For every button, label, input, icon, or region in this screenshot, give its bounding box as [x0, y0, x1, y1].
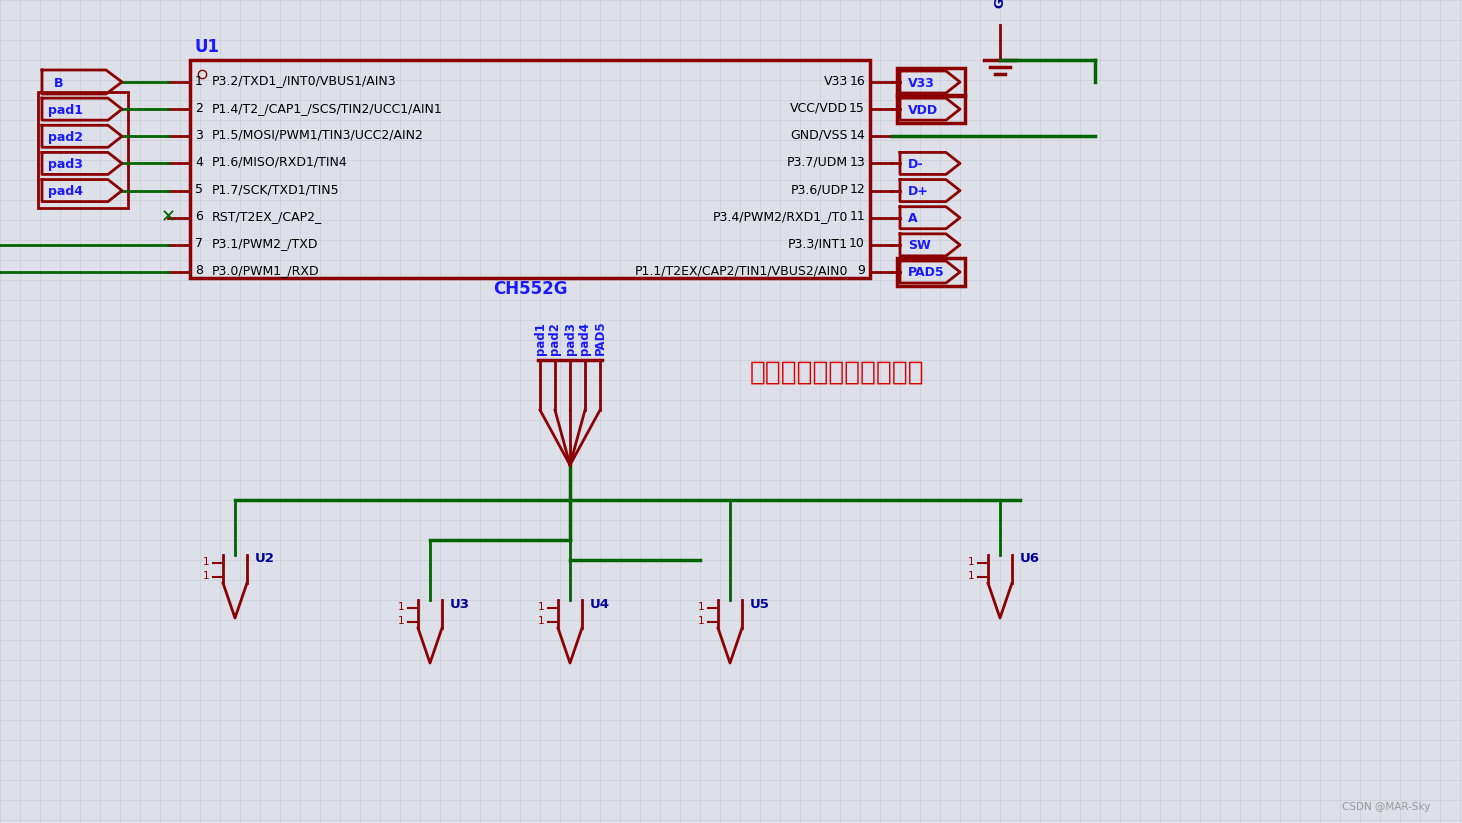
Text: 16: 16 [849, 75, 866, 87]
Text: U5: U5 [750, 597, 770, 611]
Text: 1: 1 [968, 571, 974, 581]
Text: VCC/VDD: VCC/VDD [789, 102, 848, 114]
Text: P3.7/UDM: P3.7/UDM [787, 156, 848, 169]
Text: 1: 1 [538, 616, 544, 626]
Text: 11: 11 [849, 210, 866, 223]
Bar [898, 68, 965, 96]
Text: 1: 1 [194, 75, 203, 87]
Text: 1: 1 [538, 602, 544, 612]
Text: P3.0/PWM1_/RXD: P3.0/PWM1_/RXD [212, 264, 320, 277]
Text: 9: 9 [857, 264, 866, 277]
Text: 10: 10 [849, 237, 866, 250]
Text: 5: 5 [194, 183, 203, 196]
Text: P3.4/PWM2/RXD1_/T0: P3.4/PWM2/RXD1_/T0 [712, 210, 848, 223]
Text: A: A [908, 212, 918, 226]
Text: pad3: pad3 [563, 322, 576, 355]
Text: 1: 1 [202, 557, 209, 567]
Text: pad4: pad4 [48, 185, 83, 198]
Text: PAD5: PAD5 [594, 320, 607, 355]
Text: 3: 3 [194, 128, 203, 142]
Text: U2: U2 [254, 552, 275, 565]
Bar [38, 92, 129, 207]
Text: 1: 1 [398, 616, 404, 626]
Text: B: B [54, 77, 63, 90]
Text: 1: 1 [697, 602, 705, 612]
Text: P1.4/T2_/CAP1_/SCS/TIN2/UCC1/AIN1: P1.4/T2_/CAP1_/SCS/TIN2/UCC1/AIN1 [212, 102, 443, 114]
Text: 6: 6 [194, 210, 203, 223]
Text: PAD5: PAD5 [908, 267, 944, 280]
Text: 15: 15 [849, 102, 866, 114]
Text: 1: 1 [398, 602, 404, 612]
Text: GND/VSS: GND/VSS [791, 128, 848, 142]
Text: P3.3/INT1: P3.3/INT1 [788, 237, 848, 250]
Text: 8: 8 [194, 264, 203, 277]
Text: pad1: pad1 [48, 104, 83, 117]
Text: 12: 12 [849, 183, 866, 196]
Text: U4: U4 [591, 597, 610, 611]
Text: 可以作为触摸按键的引脚: 可以作为触摸按键的引脚 [750, 360, 924, 386]
Text: 14: 14 [849, 128, 866, 142]
Text: P1.6/MISO/RXD1/TIN4: P1.6/MISO/RXD1/TIN4 [212, 156, 348, 169]
Text: VDD: VDD [908, 104, 939, 117]
Text: ✕: ✕ [161, 209, 175, 226]
Text: P1.5/MOSI/PWM1/TIN3/UCC2/AIN2: P1.5/MOSI/PWM1/TIN3/UCC2/AIN2 [212, 128, 424, 142]
Text: 1: 1 [968, 557, 974, 567]
Text: 1: 1 [202, 571, 209, 581]
Text: U1: U1 [194, 38, 219, 56]
Text: RST/T2EX_/CAP2_: RST/T2EX_/CAP2_ [212, 210, 322, 223]
Text: 1: 1 [697, 616, 705, 626]
Text: 2: 2 [194, 102, 203, 114]
Text: V33: V33 [823, 75, 848, 87]
Text: GND: GND [994, 0, 1006, 8]
Text: pad1: pad1 [534, 322, 547, 355]
Text: P3.6/UDP: P3.6/UDP [791, 183, 848, 196]
Bar [898, 95, 965, 123]
Text: pad3: pad3 [48, 158, 83, 171]
Text: pad2: pad2 [548, 322, 561, 355]
Text: U3: U3 [450, 597, 469, 611]
Text: U6: U6 [1020, 552, 1039, 565]
Text: D+: D+ [908, 185, 928, 198]
Text: CSDN @MAR-Sky: CSDN @MAR-Sky [1342, 802, 1430, 812]
Text: CH552G: CH552G [493, 280, 567, 298]
Text: P1.1/T2EX/CAP2/TIN1/VBUS2/AIN0: P1.1/T2EX/CAP2/TIN1/VBUS2/AIN0 [635, 264, 848, 277]
Text: P3.1/PWM2_/TXD: P3.1/PWM2_/TXD [212, 237, 319, 250]
Text: 13: 13 [849, 156, 866, 169]
Text: D-: D- [908, 158, 924, 171]
Text: P1.7/SCK/TXD1/TIN5: P1.7/SCK/TXD1/TIN5 [212, 183, 339, 196]
Text: pad4: pad4 [579, 322, 592, 355]
Bar [190, 60, 870, 278]
Bar [898, 258, 965, 286]
Text: SW: SW [908, 239, 931, 253]
Text: 7: 7 [194, 237, 203, 250]
Text: P3.2/TXD1_/INT0/VBUS1/AIN3: P3.2/TXD1_/INT0/VBUS1/AIN3 [212, 75, 396, 87]
Text: pad2: pad2 [48, 131, 83, 144]
Text: 4: 4 [194, 156, 203, 169]
Text: V33: V33 [908, 77, 934, 90]
